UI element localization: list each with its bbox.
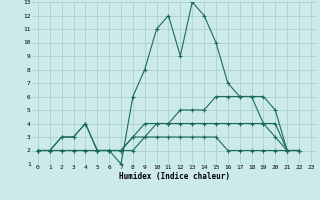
X-axis label: Humidex (Indice chaleur): Humidex (Indice chaleur): [119, 172, 230, 181]
